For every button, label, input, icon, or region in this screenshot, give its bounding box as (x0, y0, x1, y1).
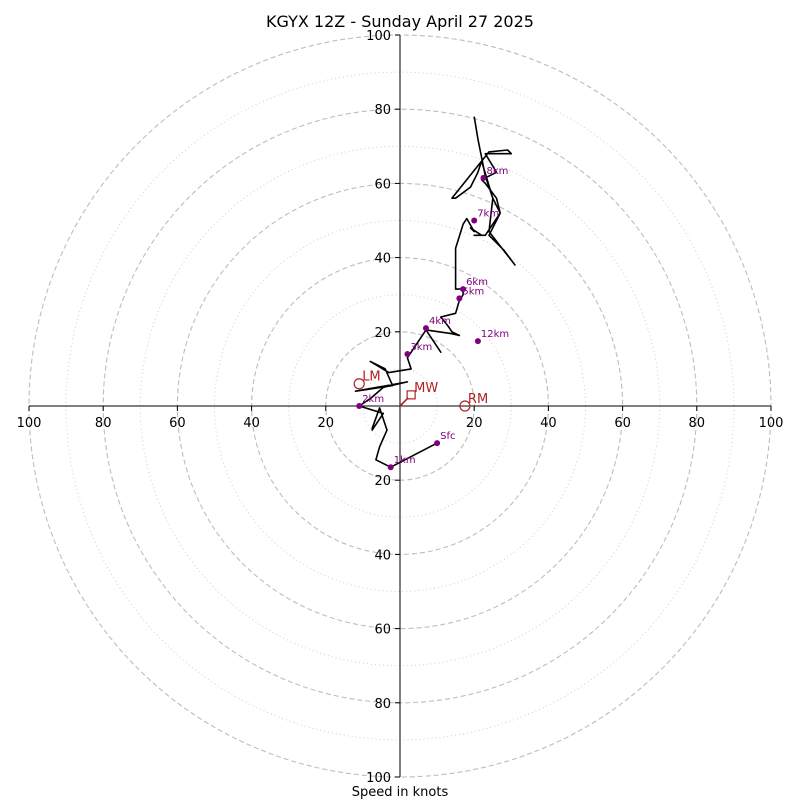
x-tick-label: 20 (318, 416, 335, 431)
hodograph-trace (354, 116, 516, 469)
height-marker-dot (471, 217, 478, 224)
x-tick-label: 100 (759, 416, 784, 431)
y-tick-label: 20 (374, 474, 391, 489)
height-marker-dot (422, 325, 429, 332)
height-marker-dot (474, 338, 481, 345)
x-tick-label: 60 (169, 416, 186, 431)
x-tick-label: 60 (614, 416, 631, 431)
height-marker-dot (356, 403, 363, 409)
y-tick-label: 100 (366, 771, 391, 786)
y-tick-label: 100 (366, 29, 391, 44)
x-tick-label: 40 (243, 416, 260, 431)
y-tick-label: 40 (374, 252, 391, 267)
chart-title: KGYX 12Z - Sunday April 27 2025 (266, 12, 534, 31)
height-marker-label: 3km (410, 342, 432, 353)
height-marker-label: 7km (477, 209, 499, 220)
height-marker-label: 5km (462, 286, 484, 297)
storm-motion-marker (353, 378, 365, 390)
height-marker-dot (434, 440, 441, 447)
y-tick-label: 60 (374, 177, 391, 192)
height-marker-label: 8km (486, 166, 508, 177)
storm-motion-marker (459, 400, 471, 412)
height-marker-label: 1km (394, 455, 416, 466)
storm-motion-label: LM (362, 370, 380, 385)
height-marker-label: 4km (429, 316, 451, 327)
height-marker-dot (387, 464, 394, 471)
height-marker-dot (480, 174, 487, 181)
storm-motion-label: MW (414, 381, 438, 396)
storm-motion-markers: LM MW RM (353, 370, 488, 412)
y-tick-label: 80 (374, 103, 391, 118)
height-marker-dot (460, 286, 467, 293)
height-marker-dot (456, 295, 463, 302)
x-tick-label: 40 (540, 416, 557, 431)
height-marker-label: 2km (362, 394, 384, 405)
height-marker-label: 6km (466, 277, 488, 288)
height-marker-dot (404, 351, 411, 358)
y-tick-label: 20 (374, 326, 391, 341)
x-tick-label: 80 (689, 416, 706, 431)
height-marker-label: Sfc (440, 431, 455, 442)
tick-labels: 100 100 80 80 60 60 40 40 20 20 20 20 40 40 60 60 80 80 10… (17, 29, 784, 786)
storm-motion-label: RM (468, 392, 488, 407)
x-tick-label: 80 (95, 416, 112, 431)
y-tick-label: 80 (374, 697, 391, 712)
y-tick-label: 60 (374, 623, 391, 638)
hodograph-line (354, 116, 516, 469)
storm-motion-marker (406, 390, 416, 400)
x-tick-label: 20 (466, 416, 483, 431)
x-tick-label: 100 (17, 416, 42, 431)
height-marker-label: 12km (481, 329, 509, 340)
y-tick-label: 40 (374, 548, 391, 563)
x-axis-label: Speed in knots (352, 785, 449, 800)
